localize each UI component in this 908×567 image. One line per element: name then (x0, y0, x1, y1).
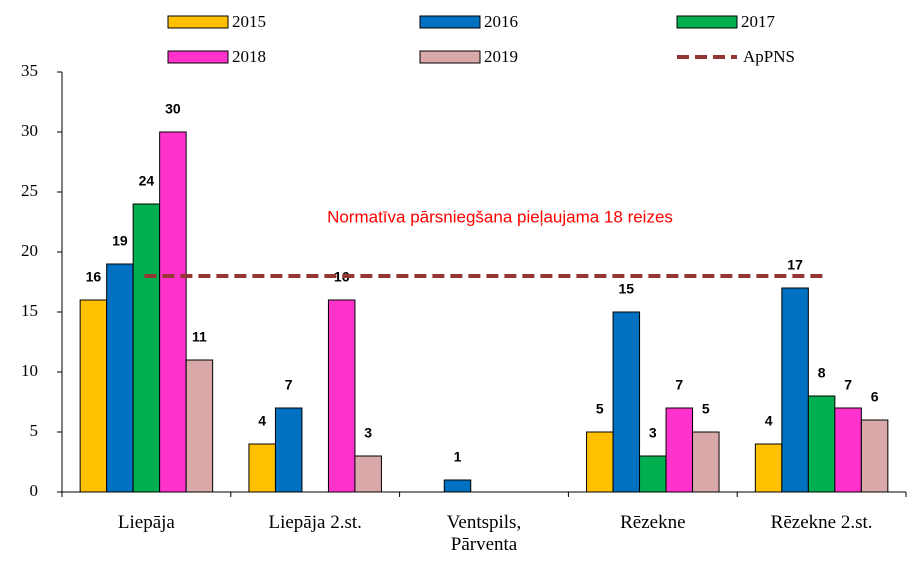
bar (612, 311, 641, 493)
bar (860, 419, 889, 493)
x-tick-label: Liepāja 2.st. (268, 512, 362, 533)
data-label: 5 (702, 401, 710, 417)
bar (274, 407, 303, 493)
y-tick-label: 10 (21, 361, 38, 380)
data-label: 3 (649, 425, 657, 441)
data-label: 24 (139, 173, 155, 189)
legend-swatch (419, 15, 481, 29)
data-label: 1 (454, 449, 462, 465)
bar (754, 443, 783, 493)
bar (443, 479, 472, 493)
y-tick-label: 30 (21, 121, 38, 140)
data-label: 19 (112, 233, 128, 249)
y-tick-label: 0 (30, 481, 39, 500)
data-label: 16 (334, 269, 350, 285)
legend-label: ApPNS (743, 47, 795, 66)
bar (354, 455, 382, 493)
x-tick-label: Rēzekne 2.st. (770, 512, 873, 533)
data-label: 7 (285, 377, 293, 393)
data-label: 11 (192, 329, 207, 345)
annotation: Normatīva pārsniegšana pieļaujama 18 rei… (327, 207, 673, 226)
data-label: 4 (765, 413, 773, 429)
legend-label: 2015 (232, 12, 266, 31)
legend-label: 2019 (484, 47, 518, 66)
data-label: 6 (871, 389, 879, 405)
data-label: 17 (787, 257, 803, 273)
x-tick-label: Ventspils, Pārventa (446, 512, 522, 555)
legend-label: 2016 (484, 12, 518, 31)
data-label: 7 (675, 377, 683, 393)
data-label: 5 (596, 401, 604, 417)
bar (185, 359, 214, 493)
bar (665, 407, 694, 493)
bar (834, 407, 862, 493)
legend-label: 2017 (741, 12, 776, 31)
y-tick-label: 25 (21, 181, 38, 200)
bar (79, 299, 108, 493)
data-label: 3 (364, 425, 372, 441)
y-tick-label: 20 (21, 241, 38, 260)
data-label: 8 (818, 365, 826, 381)
bar (106, 263, 134, 493)
bar (692, 431, 720, 493)
bar (248, 443, 276, 493)
bar (586, 431, 614, 493)
bar (132, 203, 161, 493)
bar (639, 455, 667, 493)
legend-swatch (676, 15, 738, 29)
y-tick-label: 35 (21, 61, 38, 80)
data-label: 30 (165, 101, 181, 117)
data-label: 15 (619, 281, 635, 297)
y-tick-label: 5 (30, 421, 39, 440)
bar (807, 395, 836, 493)
legend-swatch (167, 15, 229, 29)
x-tick-label: Liepāja (117, 512, 175, 533)
y-tick-label: 15 (21, 301, 38, 320)
data-label: 4 (258, 413, 266, 429)
bar (781, 287, 809, 493)
bar (327, 299, 356, 493)
legend-swatch (167, 50, 229, 64)
data-label: 7 (844, 377, 852, 393)
x-tick-label: Rēzekne (620, 512, 686, 533)
legend-label: 2018 (232, 47, 266, 66)
data-label: 16 (86, 269, 102, 285)
bar (159, 131, 187, 493)
legend-swatch (419, 50, 481, 64)
